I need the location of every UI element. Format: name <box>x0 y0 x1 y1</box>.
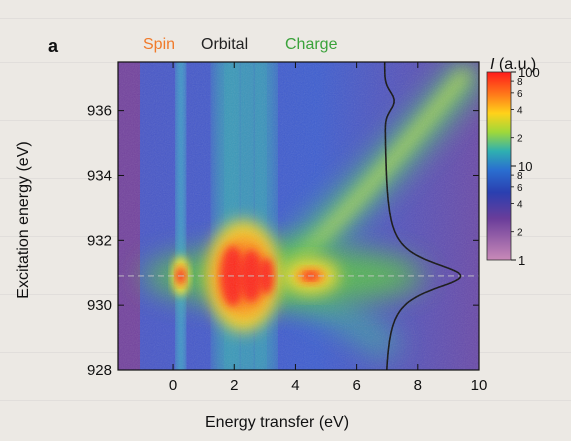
colorbar-minor-label: 6 <box>517 183 523 194</box>
panel-label: a <box>48 36 59 56</box>
y-tick-label: 936 <box>87 103 112 120</box>
colorbar <box>486 71 512 261</box>
x-tick-label: 0 <box>169 377 177 394</box>
legend-orbital: Orbital <box>201 36 249 53</box>
colorbar-minor-label: 4 <box>517 105 523 116</box>
colorbar-minor-label: 6 <box>517 89 523 100</box>
y-tick-label: 928 <box>87 362 112 379</box>
y-axis-label: Excitation energy (eV) <box>15 141 32 299</box>
y-tick-label: 934 <box>87 167 112 184</box>
x-tick-label: 2 <box>230 377 238 394</box>
colorbar-minor-label: 4 <box>517 199 523 210</box>
x-tick-label: 8 <box>414 377 422 394</box>
legend-spin: Spin <box>143 36 176 53</box>
y-tick-label: 930 <box>87 297 112 314</box>
colorbar-major-label: 1 <box>518 253 525 268</box>
colorbar-minor-label: 2 <box>517 134 523 145</box>
x-axis-label: Energy transfer (eV) <box>205 414 350 431</box>
colorbar-minor-label: 2 <box>517 228 523 239</box>
legend-charge: Charge <box>285 36 338 53</box>
x-tick-label: 6 <box>352 377 360 394</box>
y-tick-label: 932 <box>87 232 112 249</box>
heatmap-noise <box>118 62 479 370</box>
colorbar-major-label: 10 <box>518 159 532 174</box>
colorbar-minor-label: 8 <box>517 77 523 88</box>
plot-frame <box>117 61 480 371</box>
colorbar-title-symbol: I <box>490 56 495 73</box>
x-tick-label: 10 <box>471 377 488 394</box>
colorbar-minor-label: 8 <box>517 171 523 182</box>
colorbar-major-label: 100 <box>518 65 540 80</box>
colorbar-title: I (a.u.) <box>490 56 536 74</box>
x-tick-label: 4 <box>291 377 299 394</box>
axes: 0 2 4 6 8 10 928 930 932 934 936 <box>87 61 488 394</box>
colorbar-title-units: (a.u.) <box>494 56 537 73</box>
